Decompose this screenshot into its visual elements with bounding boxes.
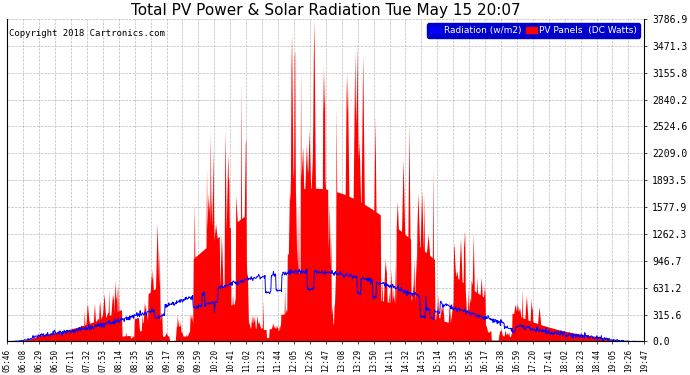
Legend: Radiation (w/m2), PV Panels  (DC Watts): Radiation (w/m2), PV Panels (DC Watts) — [427, 24, 640, 38]
Text: Copyright 2018 Cartronics.com: Copyright 2018 Cartronics.com — [8, 28, 164, 38]
Title: Total PV Power & Solar Radiation Tue May 15 20:07: Total PV Power & Solar Radiation Tue May… — [131, 3, 521, 18]
